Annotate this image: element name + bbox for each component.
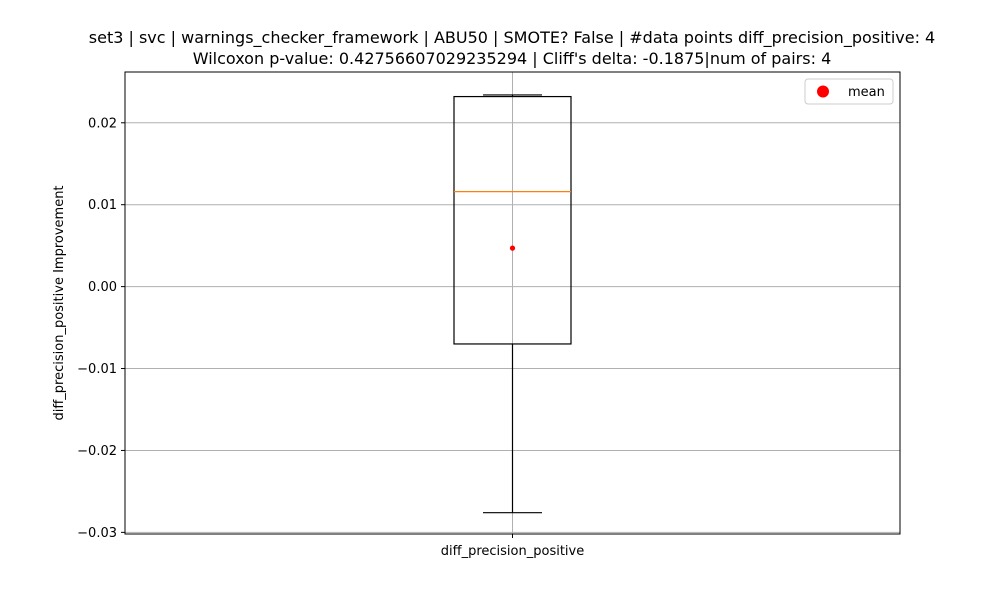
- y-axis-label: diff_precision_positive Improvement: [52, 185, 67, 420]
- legend-frame: [804, 78, 894, 105]
- x-axis: diff_precision_positive: [441, 534, 584, 559]
- chart-title-line1: set3 | svc | warnings_checker_framework …: [89, 28, 935, 48]
- mean-marker: [509, 245, 516, 251]
- chart-title-line2: Wilcoxon p-value: 0.42756607029235294 | …: [193, 49, 832, 68]
- y-axis-ticks: 0.02 0.01 0.00 −0.01 −0.02 −0.03: [77, 116, 125, 541]
- y-tick-label: −0.01: [77, 362, 117, 377]
- y-tick-label: 0.01: [88, 198, 117, 213]
- y-tick-label: 0.02: [88, 116, 117, 131]
- legend: mean: [804, 78, 894, 105]
- y-tick-label: 0.00: [88, 280, 117, 295]
- legend-mean-label: mean: [848, 85, 885, 100]
- iqr-box: [453, 95, 572, 345]
- y-tick-label: −0.02: [77, 444, 117, 459]
- x-tick-label: diff_precision_positive: [441, 544, 584, 559]
- box-plot: [453, 94, 572, 514]
- legend-mean-marker: [817, 85, 829, 98]
- y-tick-label: −0.03: [77, 526, 117, 541]
